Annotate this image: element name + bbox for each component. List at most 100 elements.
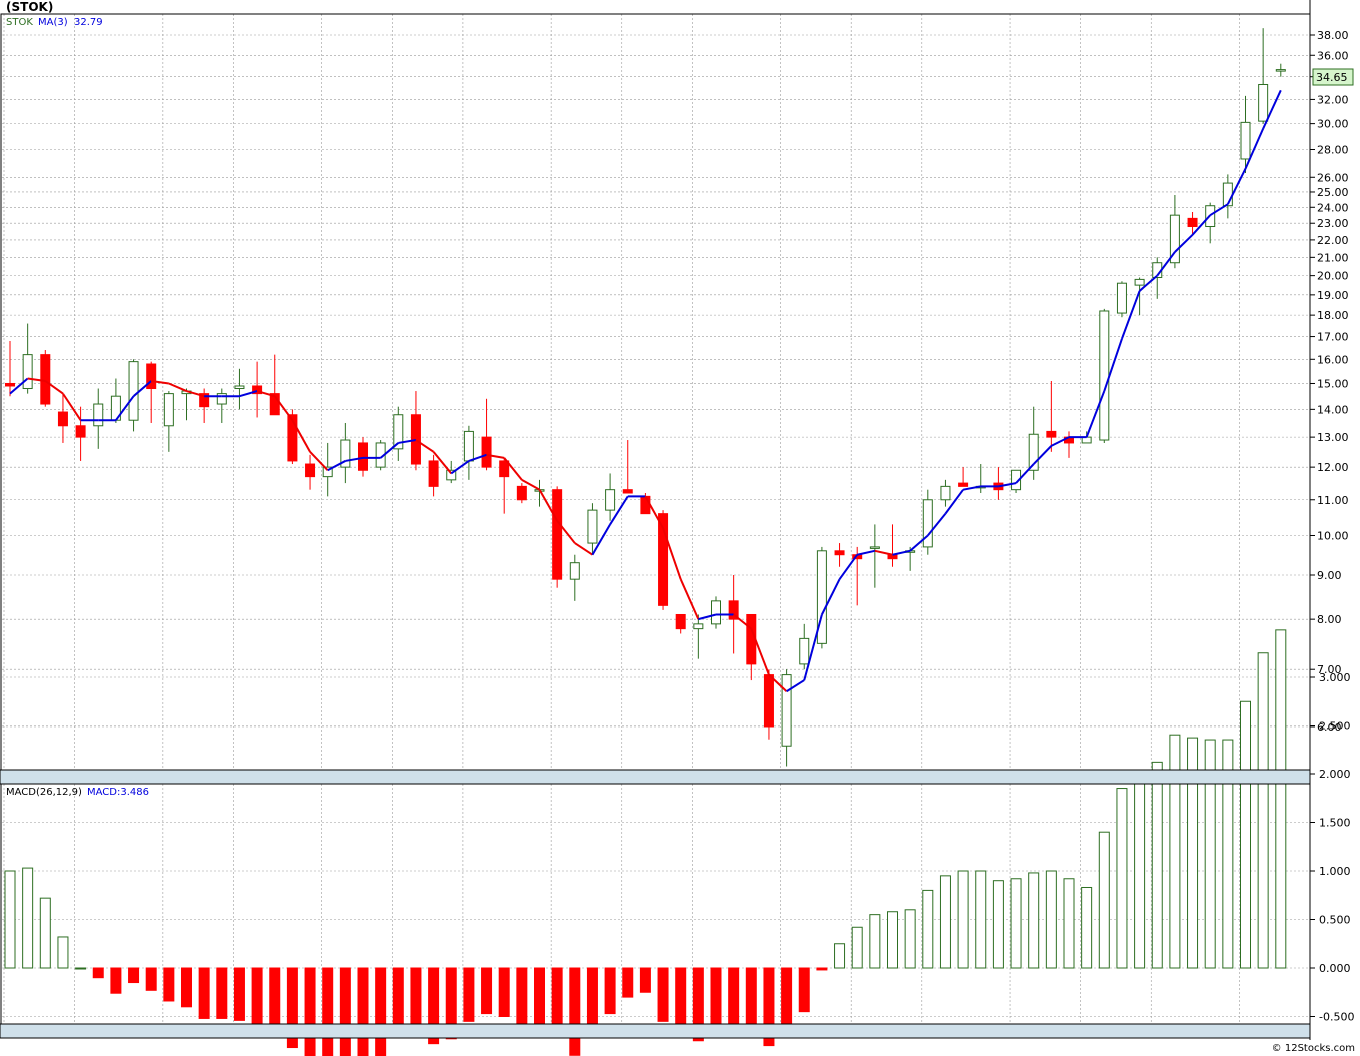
macd-bar bbox=[1169, 734, 1181, 969]
macd-bar bbox=[251, 967, 263, 1025]
candle-body bbox=[711, 600, 721, 625]
candle-body bbox=[940, 485, 951, 501]
macd-bar bbox=[481, 967, 493, 1015]
y-tick-label: 14.00 bbox=[1317, 403, 1349, 416]
candle bbox=[975, 464, 986, 494]
macd-bar bbox=[57, 936, 69, 969]
candle-body bbox=[869, 546, 880, 549]
candle bbox=[605, 473, 616, 521]
macd-bar bbox=[163, 967, 175, 1002]
macd-bar bbox=[1240, 700, 1251, 969]
ma-segment bbox=[115, 395, 135, 421]
ma-segment bbox=[398, 439, 417, 444]
candle bbox=[622, 440, 633, 494]
candle-body bbox=[199, 393, 210, 408]
y-tick-label: 1.000 bbox=[1319, 865, 1351, 878]
ma-segment bbox=[1244, 128, 1265, 170]
candle-body bbox=[358, 442, 368, 471]
candle bbox=[887, 524, 898, 567]
macd-bar bbox=[904, 909, 916, 969]
macd-bar bbox=[110, 967, 122, 994]
ma-segment bbox=[909, 534, 929, 552]
ma-segment bbox=[380, 442, 399, 459]
macd-bar bbox=[1081, 886, 1093, 969]
macd-label: MACD(26,12,9) bbox=[6, 787, 82, 798]
macd-bar bbox=[975, 870, 987, 969]
candle bbox=[428, 454, 439, 497]
ma-segment bbox=[574, 542, 594, 556]
ma-segment bbox=[345, 456, 364, 462]
panel-frames bbox=[0, 0, 1311, 1040]
candle-body bbox=[269, 393, 280, 416]
y-tick-label: 20.00 bbox=[1317, 270, 1349, 283]
candle-body bbox=[799, 637, 810, 665]
candle-body bbox=[481, 436, 492, 468]
macd-bar bbox=[4, 870, 16, 969]
y-tick-label: 21.00 bbox=[1317, 251, 1349, 264]
y-tick-label: 1.500 bbox=[1319, 817, 1351, 830]
y-tick-label: 28.00 bbox=[1317, 143, 1349, 156]
moving-average-line bbox=[9, 89, 1282, 693]
ma-segment bbox=[803, 614, 823, 681]
candle-body bbox=[569, 562, 580, 580]
candle-body bbox=[322, 466, 333, 478]
candle-body bbox=[1046, 430, 1057, 438]
candle-body bbox=[340, 439, 351, 468]
macd-bar bbox=[692, 967, 704, 1042]
macd-bar bbox=[145, 967, 157, 991]
ma-segment bbox=[1103, 338, 1123, 392]
candle-body bbox=[252, 385, 263, 395]
ma-segment bbox=[1191, 214, 1211, 236]
ma-segment bbox=[998, 482, 1017, 488]
candle bbox=[358, 437, 368, 477]
candle-body bbox=[22, 354, 33, 390]
candle bbox=[993, 467, 1004, 500]
candle-body bbox=[5, 382, 15, 387]
candle bbox=[569, 554, 580, 601]
ma-segment bbox=[327, 460, 346, 472]
candle bbox=[234, 368, 245, 410]
candle bbox=[958, 467, 969, 487]
macd-bar bbox=[392, 967, 404, 1033]
ma-segment bbox=[1138, 274, 1158, 292]
ma-segment bbox=[838, 554, 859, 580]
ma-segment bbox=[750, 628, 770, 675]
candle bbox=[57, 393, 68, 443]
candle bbox=[799, 623, 810, 670]
candle bbox=[711, 596, 721, 629]
candle bbox=[5, 340, 15, 397]
macd-bar bbox=[1257, 652, 1269, 969]
y-tick-label: 10.00 bbox=[1317, 529, 1349, 542]
macd-bar bbox=[1275, 629, 1287, 969]
macd-grid bbox=[2, 676, 1310, 1024]
ma-segment bbox=[1156, 251, 1176, 277]
ma-segment bbox=[927, 513, 947, 537]
candle bbox=[269, 354, 280, 416]
ma-segment bbox=[9, 377, 29, 395]
y-tick-label: 7.00 bbox=[1317, 663, 1342, 676]
y-tick-label: 15.00 bbox=[1317, 377, 1349, 390]
candle-body bbox=[887, 554, 898, 560]
candle-body bbox=[128, 361, 139, 421]
macd-bar bbox=[22, 867, 34, 969]
candle-body bbox=[1240, 121, 1251, 160]
candle-body bbox=[816, 550, 827, 644]
candle bbox=[1275, 63, 1286, 77]
candle bbox=[1187, 211, 1198, 235]
last-price-tag: 34.65 bbox=[1316, 71, 1348, 84]
candle bbox=[1205, 202, 1216, 244]
chart-title: (STOK) bbox=[6, 0, 53, 14]
candle bbox=[746, 613, 757, 681]
candle bbox=[252, 361, 263, 418]
candle bbox=[499, 457, 510, 514]
ma-segment bbox=[679, 578, 700, 620]
ma-segment bbox=[486, 453, 505, 459]
macd-bar bbox=[1187, 737, 1199, 969]
candle bbox=[199, 388, 210, 423]
macd-bar bbox=[992, 880, 1004, 969]
macd-bar bbox=[816, 967, 828, 971]
candle-body bbox=[516, 485, 527, 501]
candle bbox=[393, 406, 404, 461]
candle bbox=[816, 546, 827, 649]
